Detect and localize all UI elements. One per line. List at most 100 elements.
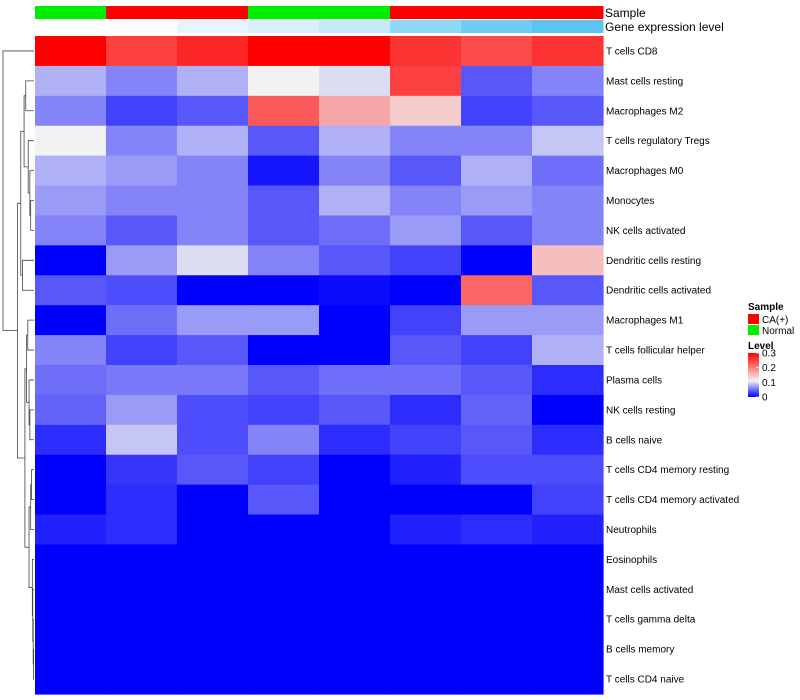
heatmap-cell: [532, 245, 604, 276]
heatmap-cell: [248, 604, 320, 635]
dendrogram-branch: [31, 559, 34, 616]
dendrogram-branch: [30, 200, 34, 231]
sample-annotation-cell: [106, 6, 178, 19]
heatmap-cell: [106, 394, 178, 426]
legend-level-ticks: 0.3 0.2 0.1 0: [756, 349, 776, 404]
heatmap-cell: [106, 275, 178, 306]
row-label: B cells naive: [606, 435, 663, 446]
row-label: Dendritic cells resting: [606, 256, 701, 267]
heatmap-cell: [177, 514, 249, 546]
row-label: T cells gamma delta: [606, 615, 696, 626]
sample-annotation-label: Sample: [605, 6, 646, 20]
heatmap-cell: [248, 365, 320, 396]
legend-entry-ca: CA(+): [762, 315, 788, 326]
heatmap-cell: [319, 544, 391, 575]
heatmap-cell: [461, 634, 533, 665]
heatmap-cell: [532, 365, 604, 396]
heatmap-cell: [390, 484, 462, 516]
heatmap-cell: [532, 125, 604, 157]
heatmap-cell: [461, 604, 533, 635]
heatmap-cell: [461, 454, 533, 486]
row-label: T cells CD4 memory resting: [606, 465, 729, 476]
dendrogram-branch: [31, 469, 34, 500]
heatmap-cell: [106, 335, 178, 366]
heatmap-cell: [177, 664, 249, 695]
row-label: T cells regulatory Tregs: [606, 136, 710, 147]
row-label: Mast cells activated: [606, 585, 693, 596]
sample-annotation-cell: [390, 6, 462, 19]
heatmap-cell: [390, 394, 462, 426]
heatmap-cell: [319, 275, 391, 306]
heatmap-cell: [532, 664, 604, 695]
heatmap-cell: [35, 634, 107, 665]
heatmap-cell: [532, 454, 604, 486]
heatmap-cell: [319, 215, 391, 246]
heatmap-cell: [106, 65, 178, 97]
row-label: Plasma cells: [606, 375, 662, 386]
heatmap-cell: [106, 484, 178, 516]
heatmap-cell: [461, 424, 533, 456]
heatmap-cell: [461, 664, 533, 695]
heatmap-cell: [390, 544, 462, 575]
heatmap-cell: [319, 604, 391, 635]
heatmap-cell: [532, 215, 604, 246]
heatmap-cell: [177, 335, 249, 366]
heatmap-cell: [248, 95, 320, 127]
heatmap-cell: [319, 394, 391, 426]
heatmap-cell: [177, 245, 249, 276]
row-label: Eosinophils: [606, 555, 657, 566]
heatmap-cell: [390, 424, 462, 456]
sample-annotation-cell: [248, 6, 320, 19]
heatmap-cells: [35, 36, 604, 695]
heatmap-cell: [461, 125, 533, 157]
heatmap-cell: [106, 36, 178, 67]
dendrogram-branch: [27, 319, 34, 351]
row-label: Mast cells resting: [606, 76, 683, 87]
heatmap-cell: [532, 634, 604, 665]
heatmap-cell: [106, 604, 178, 635]
heatmap-cell: [390, 275, 462, 306]
heatmap-cell: [461, 155, 533, 187]
heatmap-cell: [390, 604, 462, 635]
dendrogram-branch: [2, 50, 34, 332]
heatmap-cell: [106, 424, 178, 456]
heatmap-cell: [35, 125, 107, 157]
heatmap-cell: [177, 155, 249, 187]
heatmap-cell: [461, 65, 533, 97]
heatmap-cell: [390, 365, 462, 396]
level-tick-label: 0: [762, 393, 768, 404]
heatmap-cell: [35, 514, 107, 546]
expression-annotation-cell: [248, 20, 320, 33]
heatmap-cell: [248, 454, 320, 486]
expression-annotation-cell: [532, 20, 604, 33]
heatmap-cell: [461, 335, 533, 366]
dendrogram-branch: [20, 130, 25, 276]
dendrogram-branch: [25, 80, 34, 112]
heatmap-cell: [390, 305, 462, 336]
row-label: Monocytes: [606, 196, 654, 207]
heatmap-cell: [177, 275, 249, 306]
sample-annotation-cell: [532, 6, 604, 19]
heatmap-cell: [106, 155, 178, 187]
heatmap-cell: [106, 305, 178, 336]
expression-annotation-cell: [461, 20, 533, 33]
legend-entry-normal: Normal: [762, 326, 794, 337]
legend-swatch-ca: [748, 314, 759, 324]
heatmap-cell: [177, 365, 249, 396]
heatmap-cell: [532, 544, 604, 575]
heatmap-cell: [35, 215, 107, 246]
sample-annotation-cell: [461, 6, 533, 19]
heatmap-cell: [248, 65, 320, 97]
heatmap-cell: [319, 514, 391, 546]
heatmap-cell: [390, 155, 462, 187]
heatmap-cell: [35, 424, 107, 456]
heatmap-cell: [532, 65, 604, 97]
heatmap-cell: [35, 185, 107, 217]
heatmap-cell: [319, 574, 391, 605]
legend: Sample CA(+) Normal Level 0.3 0.2 0.1 0: [748, 302, 794, 404]
row-label: T cells follicular helper: [606, 346, 705, 357]
heatmap-cell: [248, 305, 320, 336]
heatmap-cell: [461, 36, 533, 67]
row-label: Macrophages M1: [606, 316, 684, 327]
heatmap-cell: [106, 365, 178, 396]
